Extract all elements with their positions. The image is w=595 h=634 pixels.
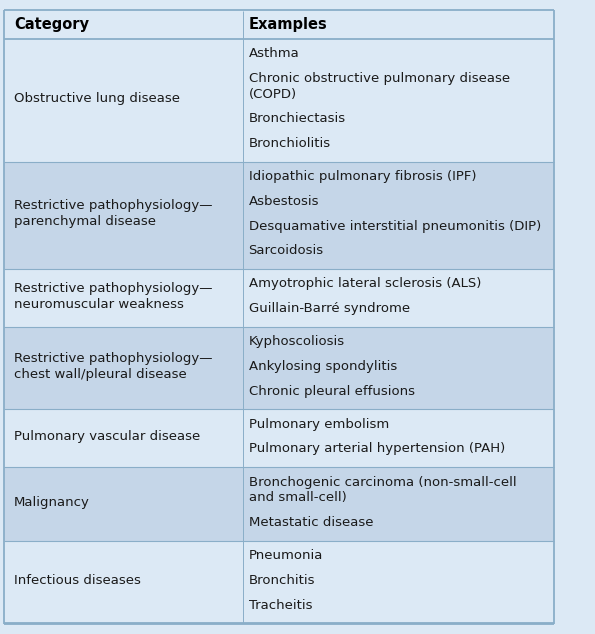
Bar xyxy=(5,541,554,623)
Text: Restrictive pathophysiology—: Restrictive pathophysiology— xyxy=(14,199,212,212)
Text: Examples: Examples xyxy=(249,18,327,32)
Text: Pulmonary vascular disease: Pulmonary vascular disease xyxy=(14,430,200,443)
Text: Kyphoscoliosis: Kyphoscoliosis xyxy=(249,335,345,348)
Text: Amyotrophic lateral sclerosis (ALS): Amyotrophic lateral sclerosis (ALS) xyxy=(249,278,481,290)
Text: Chronic pleural effusions: Chronic pleural effusions xyxy=(249,385,415,398)
Text: chest wall/pleural disease: chest wall/pleural disease xyxy=(14,368,187,381)
Bar xyxy=(5,11,554,39)
Text: Pulmonary arterial hypertension (PAH): Pulmonary arterial hypertension (PAH) xyxy=(249,443,505,455)
Text: parenchymal disease: parenchymal disease xyxy=(14,216,156,228)
Text: Restrictive pathophysiology—: Restrictive pathophysiology— xyxy=(14,352,212,365)
Bar xyxy=(5,39,554,162)
Text: Pulmonary embolism: Pulmonary embolism xyxy=(249,418,389,430)
Bar xyxy=(5,162,554,269)
Text: Bronchogenic carcinoma (non-small-cell: Bronchogenic carcinoma (non-small-cell xyxy=(249,476,516,489)
Text: Desquamative interstitial pneumonitis (DIP): Desquamative interstitial pneumonitis (D… xyxy=(249,219,541,233)
Text: Restrictive pathophysiology—: Restrictive pathophysiology— xyxy=(14,282,212,295)
Text: neuromuscular weakness: neuromuscular weakness xyxy=(14,298,184,311)
Text: Chronic obstructive pulmonary disease: Chronic obstructive pulmonary disease xyxy=(249,72,510,85)
Bar xyxy=(5,467,554,541)
Text: Idiopathic pulmonary fibrosis (IPF): Idiopathic pulmonary fibrosis (IPF) xyxy=(249,171,476,183)
Text: Metastatic disease: Metastatic disease xyxy=(249,516,373,529)
Text: Guillain-Barré syndrome: Guillain-Barré syndrome xyxy=(249,302,410,315)
Text: Bronchiolitis: Bronchiolitis xyxy=(249,137,331,150)
Text: Asbestosis: Asbestosis xyxy=(249,195,319,208)
Text: Infectious diseases: Infectious diseases xyxy=(14,574,141,587)
Text: and small-cell): and small-cell) xyxy=(249,491,346,505)
Text: Asthma: Asthma xyxy=(249,47,299,60)
Bar xyxy=(5,409,554,467)
Text: Pneumonia: Pneumonia xyxy=(249,549,323,562)
Text: Tracheitis: Tracheitis xyxy=(249,598,312,612)
Text: (COPD): (COPD) xyxy=(249,87,297,101)
Bar xyxy=(5,269,554,327)
Text: Sarcoidosis: Sarcoidosis xyxy=(249,244,324,257)
Bar xyxy=(5,327,554,409)
Text: Bronchiectasis: Bronchiectasis xyxy=(249,112,346,126)
Text: Category: Category xyxy=(14,18,89,32)
Text: Malignancy: Malignancy xyxy=(14,496,90,509)
Text: Obstructive lung disease: Obstructive lung disease xyxy=(14,92,180,105)
Text: Ankylosing spondylitis: Ankylosing spondylitis xyxy=(249,360,397,373)
Text: Bronchitis: Bronchitis xyxy=(249,574,315,587)
